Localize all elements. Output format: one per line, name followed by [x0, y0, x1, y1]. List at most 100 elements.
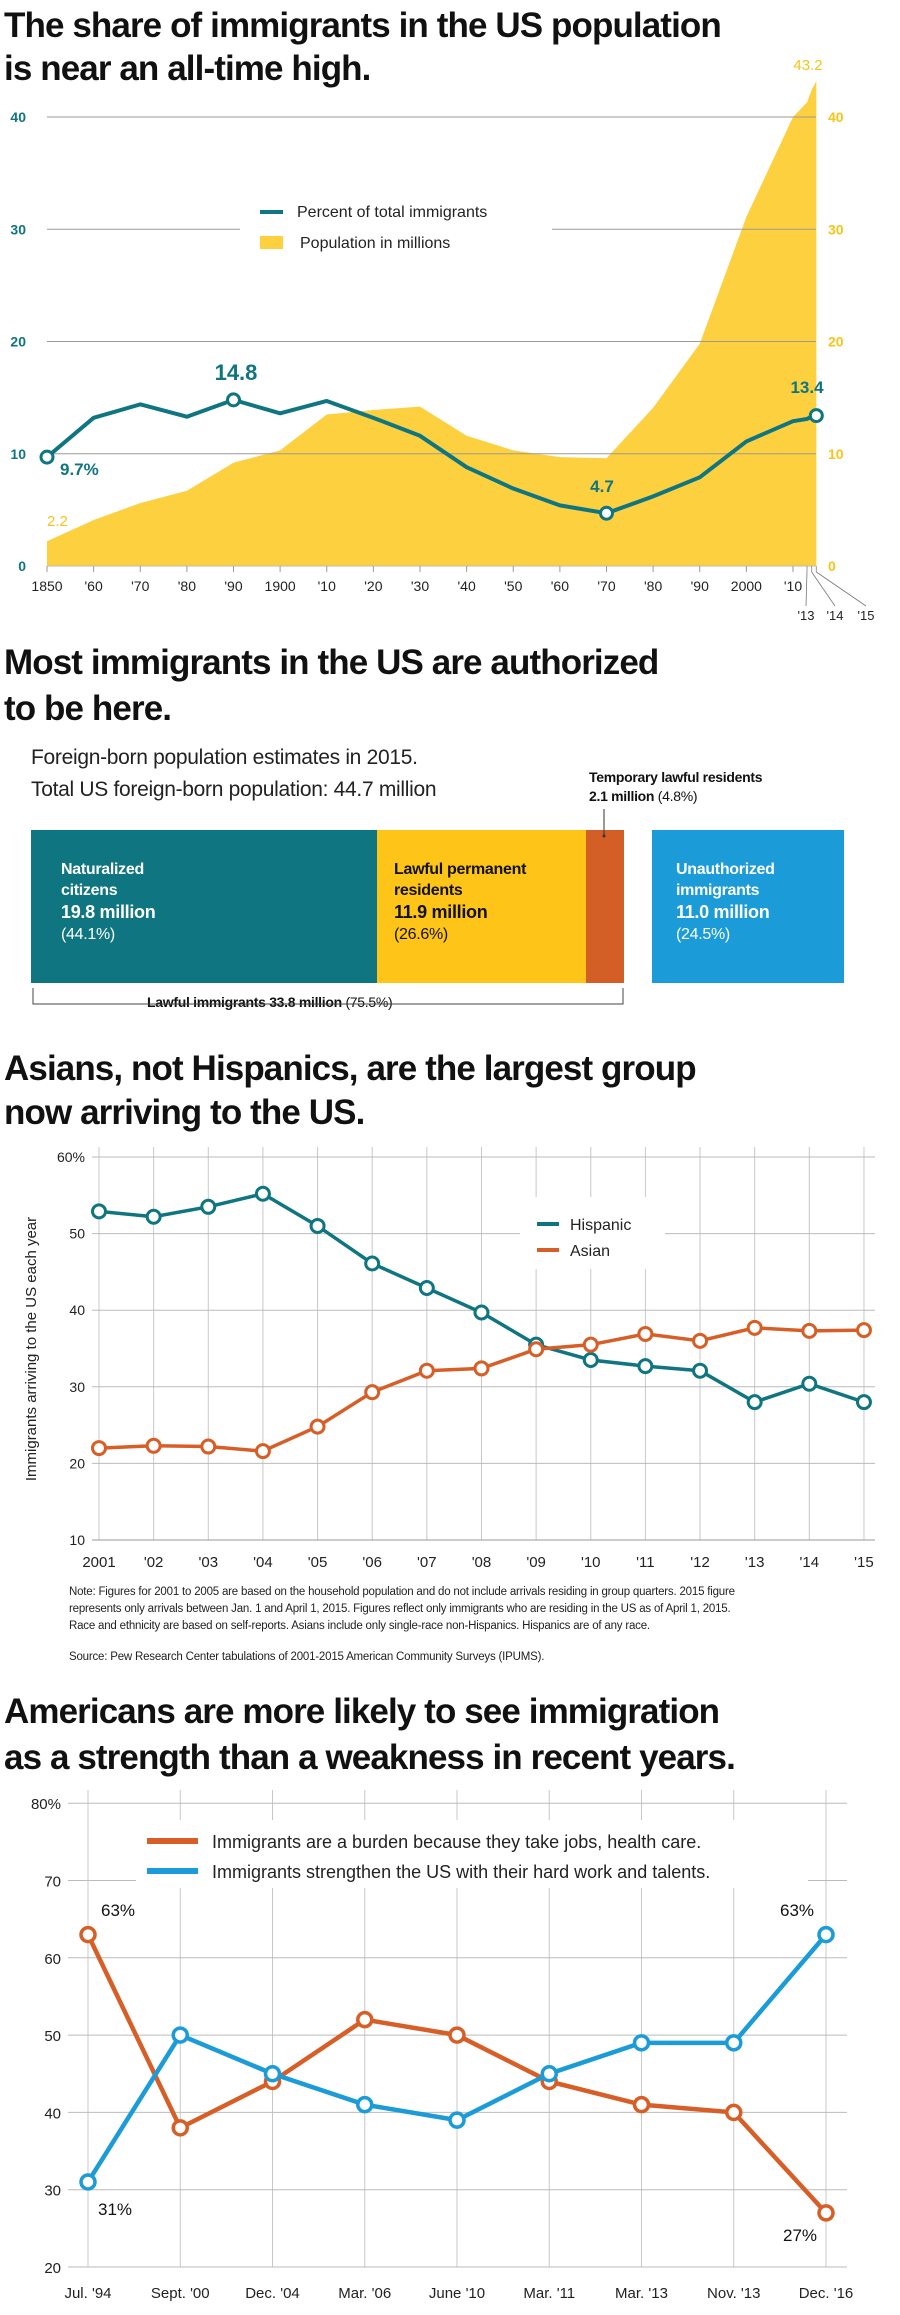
marker-asian — [254, 1443, 271, 1460]
marker-burden — [448, 2026, 466, 2044]
legend-label-percent: Percent of total immigrants — [297, 204, 487, 221]
bracket-value: 33.8 million — [269, 994, 342, 1010]
data-label: 63% — [780, 1901, 814, 1920]
percent-immigrants-line — [45, 397, 817, 516]
x-tick-label: '09 — [526, 1554, 546, 1571]
chart2-title-line2: to be here. — [4, 689, 172, 728]
x-tick-label: '03 — [198, 1554, 218, 1571]
chart2-subtitle-line1: Foreign-born population estimates in 201… — [31, 746, 418, 769]
x-tick-label: '60 — [85, 578, 103, 594]
marker-asian — [692, 1332, 709, 1349]
x-tick-leader — [816, 571, 867, 607]
temporary-residents-pct: (4.8%) — [657, 788, 698, 804]
legend-label-strengthen: Immigrants strengthen the US with their … — [212, 1862, 710, 1882]
x-tick-label: Jul. '94 — [64, 2285, 111, 2302]
marker-hispanic — [692, 1362, 709, 1379]
data-label: 4.7 — [590, 477, 614, 496]
x-tick-label: '70 — [131, 578, 149, 594]
marker-strengthen — [171, 2026, 189, 2044]
marker-hispanic — [855, 1394, 872, 1411]
segment-value: 11.0 million — [676, 902, 770, 922]
marker-strengthen — [725, 2034, 743, 2052]
x-tick-label: '04 — [253, 1554, 273, 1571]
marker-hispanic — [254, 1185, 271, 1202]
marker-strengthen — [540, 2065, 558, 2083]
x-tick-leader — [811, 571, 836, 607]
y-tick-label: 20 — [44, 2260, 61, 2277]
segment-temporary-lawful-residents — [586, 830, 624, 983]
chart3-note-line3: Race and ethnicity are based on self-rep… — [69, 1620, 650, 1632]
x-tick-label: '02 — [144, 1554, 164, 1571]
x-tick-label: '13 — [745, 1554, 765, 1571]
y-tick-right: 10 — [828, 446, 844, 462]
marker-hispanic — [91, 1203, 107, 1220]
data-label: 31% — [98, 2200, 132, 2219]
segment-name-line1: Lawful permanent — [394, 861, 527, 878]
percent-marker-2015 — [808, 408, 824, 424]
data-label: 14.8 — [215, 360, 258, 385]
x-tick-label: Mar. '06 — [338, 2285, 391, 2302]
marker-asian — [309, 1418, 326, 1435]
marker-asian — [418, 1362, 435, 1379]
x-tick-label: '07 — [417, 1554, 437, 1571]
chart1-title-line1: The share of immigrants in the US popula… — [4, 6, 722, 45]
y-tick-label: 50 — [44, 2028, 61, 2045]
marker-asian — [145, 1437, 162, 1454]
x-tick-label: '14 — [827, 608, 844, 623]
segment-label-unauthorized: Unauthorized immigrants 11.0 million (24… — [676, 859, 775, 945]
x-tick-label: '80 — [644, 578, 662, 594]
y-tick-label: 80% — [31, 1796, 61, 1813]
x-tick-label: 1900 — [265, 578, 296, 594]
x-tick-label: '13 — [798, 608, 815, 623]
legend-label-hispanic: Hispanic — [570, 1217, 631, 1234]
leader-dot — [602, 834, 606, 838]
chart3-title-line1: Asians, not Hispanics, are the largest g… — [4, 1049, 697, 1088]
x-tick-label: 2000 — [731, 578, 762, 594]
percent-marker-1970 — [599, 505, 614, 521]
chart2-subtitle-line2: Total US foreign-born population: 44.7 m… — [31, 778, 437, 801]
x-tick-label: '40 — [458, 578, 476, 594]
x-tick-label: '10 — [318, 578, 336, 594]
bracket-pct: (75.5%) — [345, 994, 393, 1010]
y-tick-label: 60% — [57, 1149, 85, 1165]
chart2-title-line1: Most immigrants in the US are authorized — [4, 643, 659, 682]
x-tick-label: '05 — [308, 1554, 328, 1571]
x-tick-label: '20 — [364, 578, 382, 594]
marker-asian — [528, 1341, 545, 1358]
x-tick-label: '06 — [362, 1554, 382, 1571]
y-tick-right: 0 — [828, 558, 836, 574]
x-tick-leader — [805, 571, 808, 607]
x-tick-label: 1850 — [31, 578, 62, 594]
y-tick-right: 20 — [828, 334, 844, 350]
marker-hispanic — [473, 1304, 490, 1321]
x-tick-label: '15 — [858, 608, 875, 623]
chart3-note-line1: Note: Figures for 2001 to 2005 are based… — [69, 1586, 735, 1598]
marker-burden — [725, 2103, 743, 2122]
y-tick-label: 50 — [69, 1226, 85, 1242]
marker-asian — [582, 1336, 599, 1353]
lawful-immigrants-bracket — [32, 988, 624, 1005]
chart3-note-line2: represents only arrivals between Jan. 1 … — [69, 1603, 731, 1615]
y-tick-label: 60 — [44, 1951, 61, 1968]
x-tick-label: Dec. '16 — [799, 2285, 854, 2302]
data-label: 2.2 — [47, 513, 68, 530]
segment-pct: (44.1%) — [61, 926, 115, 943]
x-tick-label: '10 — [581, 1554, 601, 1571]
legend-label-population: Population in millions — [300, 235, 450, 252]
marker-strengthen — [79, 2173, 97, 2191]
x-tick-label: '10 — [784, 578, 802, 594]
segment-value: 11.9 million — [394, 902, 488, 922]
marker-burden — [356, 2010, 374, 2029]
chart1-title-line2: is near an all-time high. — [4, 49, 371, 88]
marker-strengthen — [448, 2111, 466, 2129]
segment-name-line1: Naturalized — [61, 861, 144, 878]
marker-asian — [801, 1322, 818, 1339]
data-label: 43.2 — [793, 57, 822, 74]
marker-hispanic — [801, 1375, 818, 1392]
y-tick-left: 10 — [10, 446, 26, 462]
chart3-title-line2: now arriving to the US. — [4, 1093, 365, 1132]
x-tick-label: June '10 — [429, 2285, 485, 2302]
y-tick-left: 0 — [18, 558, 26, 574]
y-tick-left: 30 — [10, 221, 26, 237]
